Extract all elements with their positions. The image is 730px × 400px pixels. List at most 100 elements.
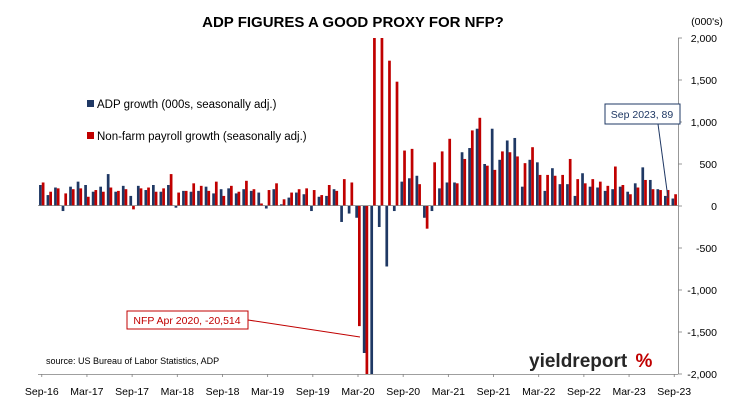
brand-logo-text: yieldreport <box>529 351 628 372</box>
bar-nfp-dec-16 <box>64 193 68 206</box>
bar-nfp-may-20 <box>373 38 376 206</box>
x-tick-label: Mar-17 <box>70 386 103 398</box>
bar-nfp-nov-20 <box>418 184 421 206</box>
bar-adp-jan-17 <box>69 186 72 206</box>
bar-nfp-jul-22 <box>568 158 572 206</box>
brand-logo-symbol: % <box>635 351 652 372</box>
x-tick-label: Mar-19 <box>251 386 284 398</box>
bar-nfp-jun-22 <box>561 174 564 206</box>
bar-adp-oct-17 <box>136 185 140 206</box>
bar-adp-may-22 <box>551 168 554 206</box>
bar-adp-aug-19 <box>302 194 306 206</box>
y-tick-label: -500 <box>696 243 717 255</box>
bar-adp-nov-20 <box>415 175 419 206</box>
legend-swatch-nfp <box>87 132 94 139</box>
bar-nfp-sep-19 <box>312 190 316 206</box>
bar-nfp-aug-22 <box>576 179 580 206</box>
bar-nfp-jun-23 <box>651 189 655 206</box>
bar-nfp-dec-19 <box>335 190 339 206</box>
legend-swatch-adp <box>87 100 94 107</box>
bar-adp-nov-17 <box>144 190 148 206</box>
x-tick-label: Sep-17 <box>115 386 149 398</box>
bar-nfp-jun-17 <box>109 187 113 206</box>
bar-adp-may-21 <box>460 152 464 206</box>
bar-nfp-jan-23 <box>614 166 617 206</box>
bar-nfp-nov-21 <box>508 152 512 206</box>
bar-nfp-apr-20 <box>365 206 369 374</box>
y-tick-label: 0 <box>711 201 717 213</box>
bar-adp-nov-21 <box>505 140 509 206</box>
brand-logo: yieldreport % <box>529 351 652 372</box>
bar-adp-aug-18 <box>212 193 215 206</box>
x-tick-label: Mar-20 <box>341 386 374 398</box>
bar-adp-oct-18 <box>227 188 230 206</box>
bar-nfp-sep-23 <box>674 194 677 206</box>
bar-nfp-aug-18 <box>214 181 218 206</box>
bar-nfp-jul-20 <box>388 60 391 207</box>
bar-nfp-jun-20 <box>380 38 384 206</box>
bar-adp-dec-18 <box>242 189 246 206</box>
bar-adp-mar-18 <box>174 206 178 208</box>
y-tick-label: -2,000 <box>687 369 717 381</box>
x-tick-label: Mar-21 <box>432 386 465 398</box>
bar-nfp-dec-18 <box>245 180 248 206</box>
bar-adp-jul-19 <box>295 192 298 206</box>
bar-nfp-apr-23 <box>636 187 640 206</box>
bar-adp-jul-18 <box>204 186 208 206</box>
bar-adp-mar-22 <box>536 162 539 206</box>
bar-adp-oct-22 <box>588 186 592 206</box>
bar-nfp-feb-21 <box>440 151 444 206</box>
bar-nfp-dec-22 <box>606 185 610 206</box>
y-axis: 2,000 1,500 1,000 500 0 -500 -1,000 -1,500 -2,00… <box>678 33 717 381</box>
bar-nfp-jan-20 <box>342 179 346 206</box>
bar-nfp-sep-20 <box>403 150 406 206</box>
bar-nfp-oct-19 <box>320 195 324 206</box>
y-tick-label: 2,000 <box>691 33 717 45</box>
bar-adp-sep-19 <box>310 206 313 212</box>
bar-adp-sep-16 <box>39 185 42 206</box>
x-tick-label: Sep-20 <box>386 386 420 398</box>
bar-adp-apr-22 <box>543 190 547 206</box>
bar-nfp-oct-18 <box>230 185 233 206</box>
bar-nfp-jan-17 <box>71 189 75 206</box>
legend-label-adp: ADP growth (000s, seasonally adj.) <box>97 99 277 111</box>
bar-nfp-jan-22 <box>523 163 527 206</box>
bar-nfp-feb-17 <box>79 188 83 206</box>
bar-nfp-oct-22 <box>591 179 595 206</box>
bar-adp-jan-18 <box>159 191 163 206</box>
bar-adp-sep-23 <box>671 198 675 206</box>
bar-nfp-apr-17 <box>94 190 98 206</box>
bar-adp-jun-17 <box>106 174 110 206</box>
x-tick-label: Sep-23 <box>657 386 691 398</box>
bar-nfp-apr-21 <box>455 183 459 206</box>
bar-nfp-aug-20 <box>395 81 399 206</box>
bar-adp-apr-17 <box>91 191 95 206</box>
bar-adp-apr-20 <box>362 206 366 353</box>
bar-nfp-nov-19 <box>327 185 331 206</box>
bar-adp-mar-19 <box>264 206 268 209</box>
bar-nfp-may-22 <box>553 175 557 206</box>
brand-logo-wordmark: yieldreport % <box>529 351 652 372</box>
bar-nfp-mar-21 <box>448 138 452 206</box>
bar-nfp-jan-18 <box>162 188 165 206</box>
bar-nfp-aug-21 <box>486 165 489 206</box>
bar-nfp-may-18 <box>192 183 196 206</box>
bar-adp-jun-19 <box>287 197 291 206</box>
bar-adp-sep-17 <box>129 195 133 206</box>
bar-adp-jun-20 <box>377 206 381 227</box>
bar-nfp-jul-21 <box>478 117 482 206</box>
bar-nfp-mar-22 <box>538 174 542 206</box>
bar-adp-sep-22 <box>581 173 584 206</box>
bar-adp-jul-22 <box>566 184 569 206</box>
bar-adp-oct-16 <box>46 195 50 206</box>
annotation-sep-2023-box <box>604 103 681 125</box>
x-tick-label: Sep-19 <box>296 386 330 398</box>
bar-adp-feb-22 <box>528 159 532 206</box>
bar-adp-jul-20 <box>385 206 389 267</box>
x-tick-label: Sep-21 <box>477 386 511 398</box>
bar-nfp-may-17 <box>102 191 105 206</box>
x-tick-label: Mar-23 <box>612 386 645 398</box>
y-tick-label: 500 <box>699 159 717 171</box>
bar-adp-apr-18 <box>182 190 185 206</box>
